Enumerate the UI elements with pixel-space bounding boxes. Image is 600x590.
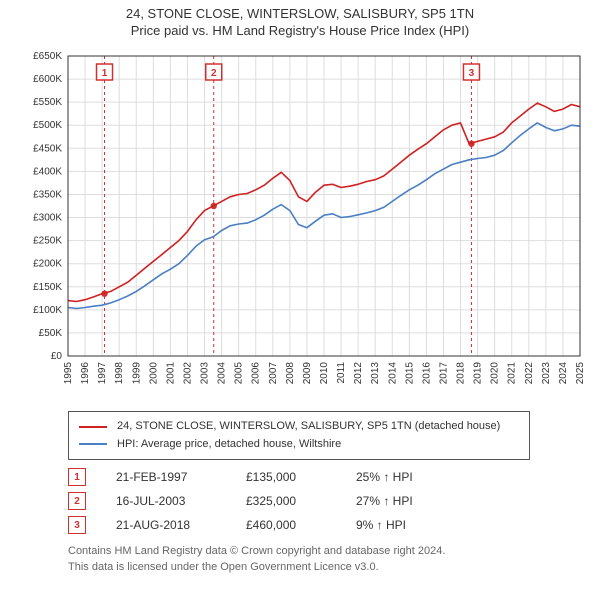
x-tick-label: 2016: [421, 362, 432, 385]
legend-label: 24, STONE CLOSE, WINTERSLOW, SALISBURY, …: [117, 418, 500, 436]
x-tick-label: 2011: [336, 362, 347, 384]
legend-swatch: [79, 426, 107, 428]
legend-swatch: [79, 443, 107, 445]
x-tick-label: 2005: [234, 362, 245, 385]
y-tick-label: £200K: [33, 259, 62, 270]
y-tick-label: £500K: [33, 120, 62, 131]
x-tick-label: 2019: [473, 362, 484, 385]
sale-marker-number: 3: [469, 68, 475, 79]
sale-diff: 27% ↑ HPI: [356, 494, 476, 508]
y-tick-label: £400K: [33, 166, 62, 177]
x-tick-label: 2013: [370, 362, 381, 385]
x-tick-label: 2003: [200, 362, 211, 385]
x-tick-label: 2010: [319, 362, 330, 385]
sale-date: 21-FEB-1997: [116, 470, 246, 484]
sales-table: 1 21-FEB-1997£135,00025% ↑ HPI 2 16-JUL-200…: [68, 468, 586, 534]
chart-title-main: 24, STONE CLOSE, WINTERSLOW, SALISBURY, …: [10, 6, 590, 21]
x-tick-label: 1999: [131, 362, 142, 385]
y-tick-label: £450K: [33, 143, 62, 154]
x-tick-label: 2014: [387, 362, 398, 385]
sale-date: 16-JUL-2003: [116, 494, 246, 508]
x-tick-label: 1996: [80, 362, 91, 385]
sale-row: 3 21-AUG-2018£460,0009% ↑ HPI: [68, 516, 586, 534]
y-tick-label: £600K: [33, 74, 62, 85]
x-tick-label: 2007: [268, 362, 279, 385]
x-tick-label: 2001: [165, 362, 176, 385]
footer-line1: Contains HM Land Registry data © Crown c…: [68, 544, 586, 559]
x-tick-label: 1997: [97, 362, 108, 385]
x-tick-label: 2004: [217, 362, 228, 385]
x-tick-label: 2009: [302, 362, 313, 385]
y-tick-label: £350K: [33, 189, 62, 200]
x-tick-label: 2022: [524, 362, 535, 385]
footer-attribution: Contains HM Land Registry data © Crown c…: [68, 544, 586, 575]
x-tick-label: 1995: [63, 362, 74, 385]
chart-area: £0 £50K £100K £150K £200K £250K £300K £350K £400…: [10, 46, 590, 401]
sale-marker-badge: 2: [68, 492, 86, 510]
sale-date: 21-AUG-2018: [116, 518, 246, 532]
x-tick-label: 2006: [251, 362, 262, 385]
x-tick-label: 2020: [490, 362, 501, 385]
y-tick-label: £100K: [33, 305, 62, 316]
x-tick-label: 2015: [404, 362, 415, 385]
legend-item: HPI: Average price, detached house, Wilt…: [79, 436, 519, 454]
sale-diff: 25% ↑ HPI: [356, 470, 476, 484]
line-chart-svg: £0 £50K £100K £150K £200K £250K £300K £350K £400…: [10, 46, 590, 396]
sale-marker-badge: 1: [68, 468, 86, 486]
y-tick-label: £150K: [33, 282, 62, 293]
sale-price: £325,000: [246, 494, 356, 508]
sale-price: £460,000: [246, 518, 356, 532]
x-tick-label: 2021: [507, 362, 518, 385]
x-tick-label: 2024: [558, 362, 569, 385]
x-tick-label: 2012: [353, 362, 364, 385]
x-tick-label: 2000: [148, 362, 159, 385]
y-tick-label: £300K: [33, 213, 62, 224]
x-tick-label: 2002: [182, 362, 193, 385]
x-tick-label: 1998: [114, 362, 125, 385]
legend-item: 24, STONE CLOSE, WINTERSLOW, SALISBURY, …: [79, 418, 519, 436]
sale-diff: 9% ↑ HPI: [356, 518, 476, 532]
chart-title-sub: Price paid vs. HM Land Registry's House …: [10, 23, 590, 38]
legend-label: HPI: Average price, detached house, Wilt…: [117, 436, 341, 454]
x-tick-label: 2025: [575, 362, 586, 385]
y-tick-label: £0: [51, 351, 63, 362]
y-tick-label: £50K: [39, 328, 63, 339]
x-tick-label: 2018: [456, 362, 467, 385]
sale-row: 1 21-FEB-1997£135,00025% ↑ HPI: [68, 468, 586, 486]
sale-marker-number: 2: [211, 68, 217, 79]
sale-marker-number: 1: [102, 68, 108, 79]
x-tick-label: 2023: [541, 362, 552, 385]
sale-price: £135,000: [246, 470, 356, 484]
x-tick-label: 2017: [438, 362, 449, 385]
y-tick-label: £550K: [33, 97, 62, 108]
footer-line2: This data is licensed under the Open Gov…: [68, 560, 586, 575]
y-tick-label: £250K: [33, 236, 62, 247]
sale-marker-badge: 3: [68, 516, 86, 534]
y-tick-label: £650K: [33, 51, 62, 62]
legend: 24, STONE CLOSE, WINTERSLOW, SALISBURY, …: [68, 411, 530, 460]
x-tick-label: 2008: [285, 362, 296, 385]
sale-row: 2 16-JUL-2003£325,00027% ↑ HPI: [68, 492, 586, 510]
